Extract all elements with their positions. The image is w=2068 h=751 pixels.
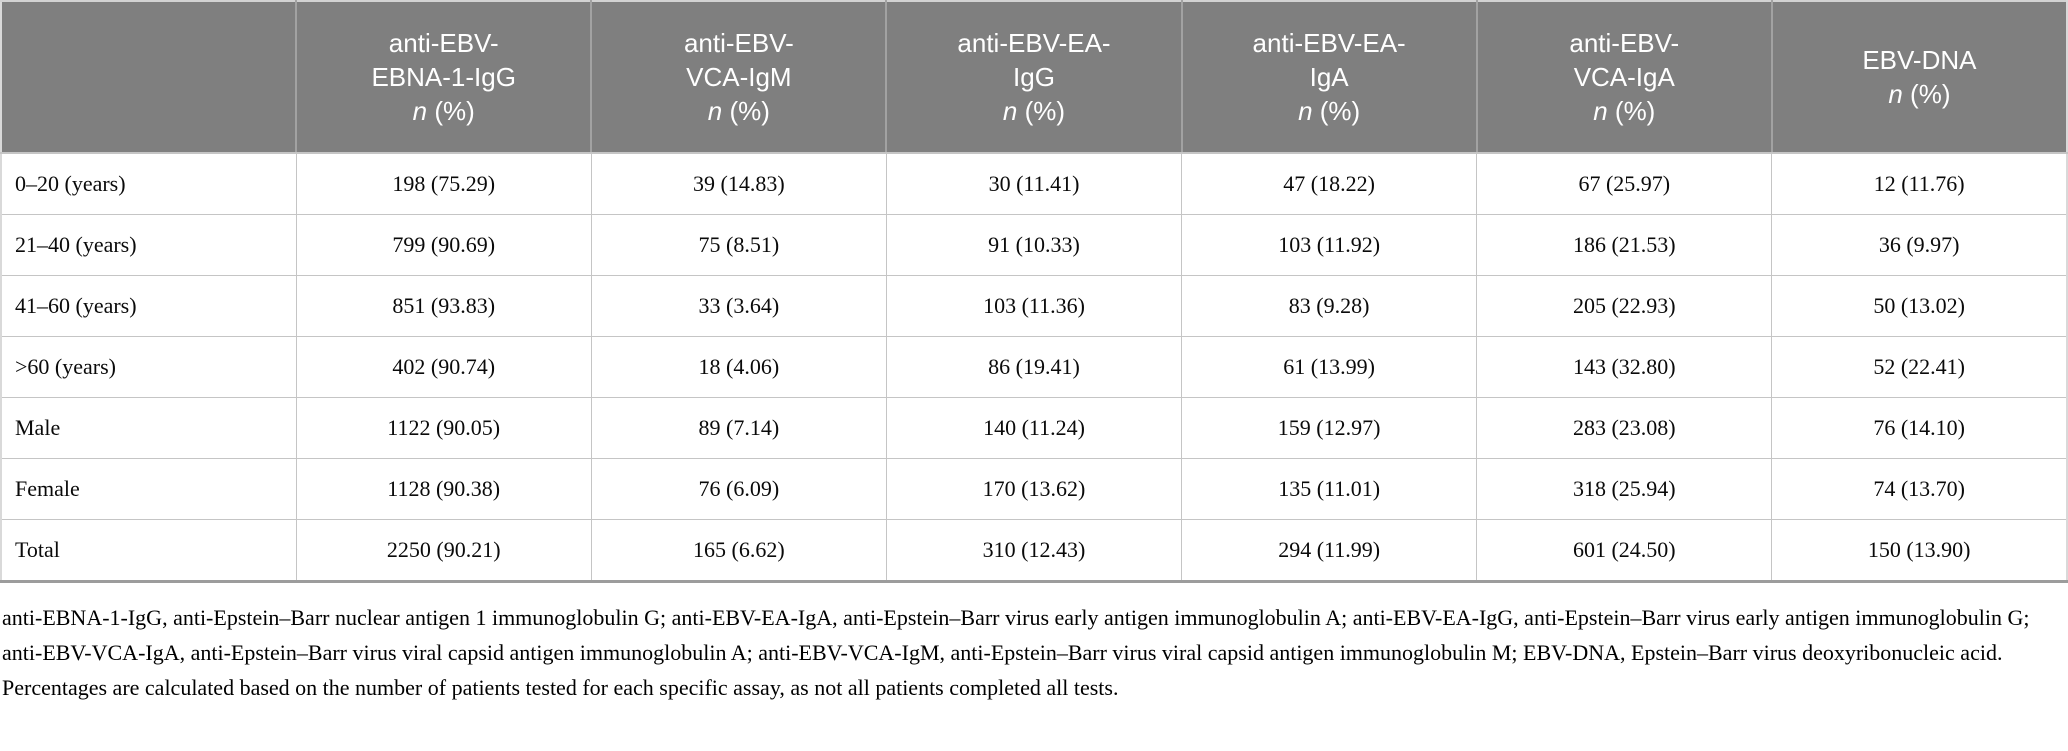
table-body: 0–20 (years) 198 (75.29) 39 (14.83) 30 (…	[0, 152, 2068, 583]
n-italic: n	[1298, 96, 1313, 126]
header-n-pct: n (%)	[1189, 94, 1470, 128]
table-cell: 1122 (90.05)	[295, 397, 592, 459]
table-cell: 76 (14.10)	[1771, 397, 2068, 459]
table-cell: 170 (13.62)	[885, 458, 1183, 520]
table-cell: 851 (93.83)	[295, 275, 592, 337]
row-label: 0–20 (years)	[0, 152, 297, 215]
header-cell-ea-igg: anti-EBV-EA- IgG n (%)	[885, 1, 1182, 154]
table-cell: 310 (12.43)	[885, 519, 1183, 583]
n-italic: n	[1593, 96, 1608, 126]
table-cell: 89 (7.14)	[590, 397, 887, 459]
table-cell: 159 (12.97)	[1181, 397, 1478, 459]
table-cell: 86 (19.41)	[885, 336, 1183, 398]
row-label: >60 (years)	[0, 336, 297, 398]
table-cell: 205 (22.93)	[1476, 275, 1773, 337]
header-n-pct: n (%)	[1779, 77, 2060, 111]
pct-label: (%)	[434, 96, 475, 126]
n-italic: n	[412, 96, 428, 126]
table-cell: 135 (11.01)	[1181, 458, 1478, 520]
table-cell: 2250 (90.21)	[295, 519, 592, 583]
pct-label: (%)	[729, 96, 770, 126]
table-row-male: Male 1122 (90.05) 89 (7.14) 140 (11.24) …	[0, 397, 2068, 459]
table-row-age-0-20: 0–20 (years) 198 (75.29) 39 (14.83) 30 (…	[0, 152, 2068, 215]
table-cell: 103 (11.36)	[885, 275, 1183, 337]
table-cell: 12 (11.76)	[1771, 152, 2068, 215]
table-cell: 140 (11.24)	[885, 397, 1183, 459]
table-row-age-21-40: 21–40 (years) 799 (90.69) 75 (8.51) 91 (…	[0, 214, 2068, 276]
table-cell: 186 (21.53)	[1476, 214, 1773, 276]
table-cell: 83 (9.28)	[1181, 275, 1478, 337]
table-cell: 318 (25.94)	[1476, 458, 1773, 520]
table-cell: 799 (90.69)	[295, 214, 592, 276]
table-cell: 150 (13.90)	[1771, 519, 2068, 583]
header-assay-name: anti-EBV- VCA-IgA	[1569, 28, 1680, 92]
row-label: Total	[0, 519, 297, 583]
table-row-age-over-60: >60 (years) 402 (90.74) 18 (4.06) 86 (19…	[0, 336, 2068, 398]
row-label: 41–60 (years)	[0, 275, 297, 337]
table-cell: 67 (25.97)	[1476, 152, 1773, 215]
n-italic: n	[707, 96, 723, 126]
table-cell: 198 (75.29)	[295, 152, 592, 215]
row-label: Female	[0, 458, 297, 520]
table-figure: anti-EBV- EBNA-1-IgG n (%) anti-EBV- VCA…	[0, 0, 2068, 700]
header-assay-name: anti-EBV- EBNA-1-IgG	[371, 28, 516, 92]
table-cell: 74 (13.70)	[1771, 458, 2068, 520]
header-n-pct: n (%)	[598, 94, 879, 128]
table-cell: 91 (10.33)	[885, 214, 1183, 276]
pct-label: (%)	[1910, 79, 1951, 109]
table-header-row: anti-EBV- EBNA-1-IgG n (%) anti-EBV- VCA…	[1, 1, 2067, 154]
header-assay-name: anti-EBV-EA- IgA	[1252, 28, 1406, 92]
table-cell: 294 (11.99)	[1181, 519, 1478, 583]
table-cell: 1128 (90.38)	[295, 458, 592, 520]
table-row-total: Total 2250 (90.21) 165 (6.62) 310 (12.43…	[0, 519, 2068, 583]
table-cell: 33 (3.64)	[590, 275, 887, 337]
header-assay-name: EBV-DNA	[1862, 45, 1977, 75]
table-cell: 601 (24.50)	[1476, 519, 1773, 583]
table-cell: 75 (8.51)	[590, 214, 887, 276]
table-cell: 103 (11.92)	[1181, 214, 1478, 276]
row-label: Male	[0, 397, 297, 459]
pct-label: (%)	[1319, 96, 1361, 126]
table-cell: 50 (13.02)	[1771, 275, 2068, 337]
header-cell-ebna1-igg: anti-EBV- EBNA-1-IgG n (%)	[295, 1, 592, 154]
table-cell: 36 (9.97)	[1771, 214, 2068, 276]
header-cell-ebv-dna: EBV-DNA n (%)	[1770, 1, 2067, 154]
ebv-serology-table: anti-EBV- EBNA-1-IgG n (%) anti-EBV- VCA…	[0, 0, 2068, 583]
table-cell: 52 (22.41)	[1771, 336, 2068, 398]
table-cell: 30 (11.41)	[885, 152, 1183, 215]
table-cell: 165 (6.62)	[590, 519, 887, 583]
header-n-pct: n (%)	[893, 94, 1174, 128]
header-cell-vca-igm: anti-EBV- VCA-IgM n (%)	[590, 1, 887, 154]
header-corner-cell	[1, 1, 297, 154]
table-cell: 283 (23.08)	[1476, 397, 1773, 459]
table-footnote: anti-EBNA-1-IgG, anti-Epstein–Barr nucle…	[2, 605, 2030, 700]
n-italic: n	[1888, 79, 1903, 109]
header-assay-name: anti-EBV- VCA-IgM	[683, 28, 794, 92]
table-row-female: Female 1128 (90.38) 76 (6.09) 170 (13.62…	[0, 458, 2068, 520]
table-cell: 39 (14.83)	[590, 152, 887, 215]
header-cell-vca-iga: anti-EBV- VCA-IgA n (%)	[1475, 1, 1772, 154]
table-cell: 76 (6.09)	[590, 458, 887, 520]
header-n-pct: n (%)	[1484, 94, 1765, 128]
header-assay-name: anti-EBV-EA- IgG	[957, 28, 1111, 92]
table-cell: 143 (32.80)	[1476, 336, 1773, 398]
table-cell: 18 (4.06)	[590, 336, 887, 398]
table-cell: 47 (18.22)	[1181, 152, 1478, 215]
table-cell: 402 (90.74)	[295, 336, 592, 398]
n-italic: n	[1002, 96, 1018, 126]
pct-label: (%)	[1024, 96, 1066, 126]
header-cell-ea-iga: anti-EBV-EA- IgA n (%)	[1180, 1, 1477, 154]
table-row-age-41-60: 41–60 (years) 851 (93.83) 33 (3.64) 103 …	[0, 275, 2068, 337]
pct-label: (%)	[1614, 96, 1656, 126]
header-n-pct: n (%)	[303, 94, 584, 128]
row-label: 21–40 (years)	[0, 214, 297, 276]
table-cell: 61 (13.99)	[1181, 336, 1478, 398]
